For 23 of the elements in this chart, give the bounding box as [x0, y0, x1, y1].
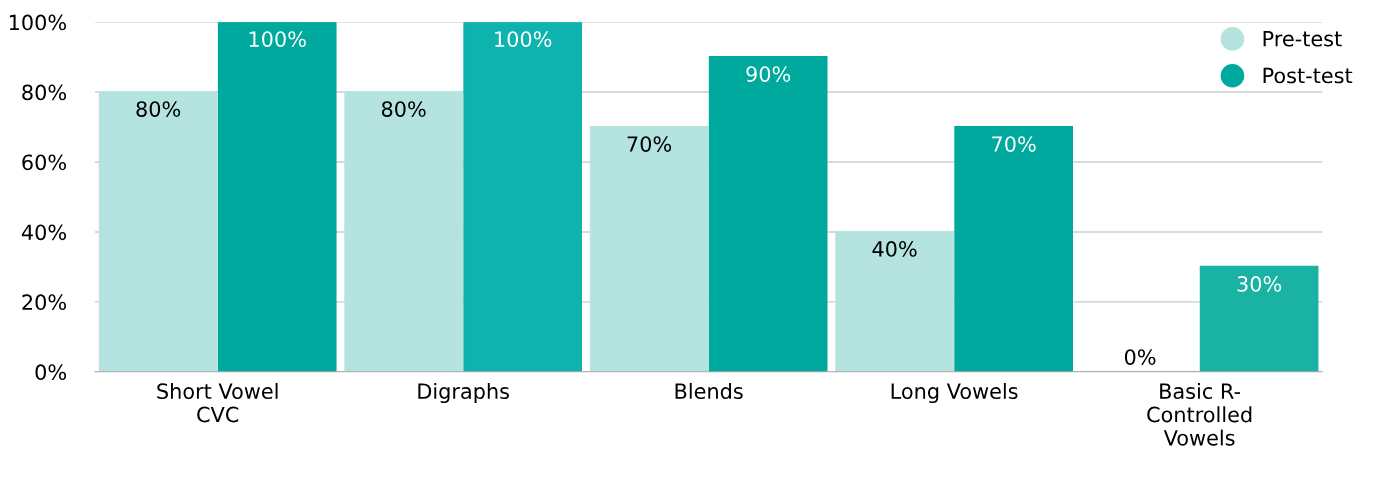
- y-tick-label: 60%: [22, 154, 67, 171]
- data-label: 100%: [249, 31, 306, 47]
- data-label: 80%: [136, 101, 181, 117]
- data-label: 80%: [381, 101, 426, 117]
- y-tick-label: 0%: [35, 364, 67, 381]
- y-tick-label: 100%: [9, 14, 67, 31]
- x-tick-label: Basic R- Controlled Vowels: [1147, 382, 1252, 446]
- data-label: 90%: [746, 66, 791, 82]
- x-tick-label: Digraphs: [418, 382, 509, 404]
- data-label: 30%: [1237, 276, 1282, 292]
- x-tick-label: Blends: [675, 382, 743, 400]
- data-label: 70%: [627, 136, 672, 152]
- data-label: 40%: [872, 241, 917, 257]
- x-tick-label: Long Vowels: [891, 382, 1018, 404]
- y-tick-label: 40%: [21, 224, 67, 241]
- data-label: 70%: [992, 136, 1036, 152]
- data-label: 0%: [1124, 349, 1156, 365]
- y-tick-label: 80%: [22, 84, 67, 101]
- y-tick-label: 20%: [22, 294, 67, 311]
- legend-label: Post-test: [1263, 67, 1353, 84]
- x-tick-label: Short Vowel CVC: [157, 382, 278, 423]
- legend-label: Pre-test: [1263, 31, 1342, 47]
- data-label: 100%: [495, 31, 552, 47]
